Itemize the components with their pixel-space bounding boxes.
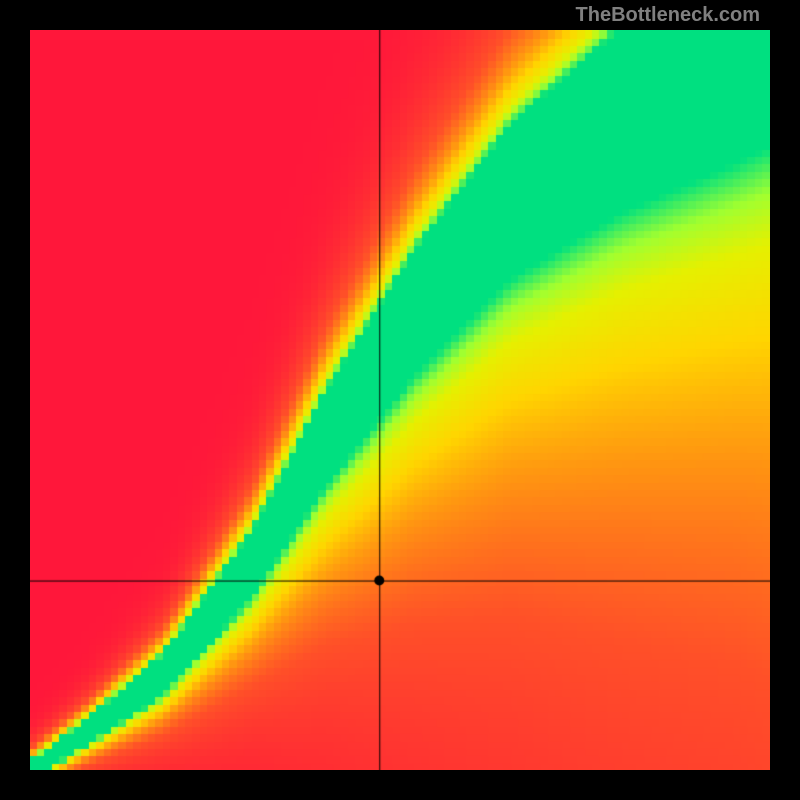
heatmap-canvas (30, 30, 770, 770)
heatmap-plot (30, 30, 770, 770)
watermark-text: TheBottleneck.com (576, 4, 760, 27)
